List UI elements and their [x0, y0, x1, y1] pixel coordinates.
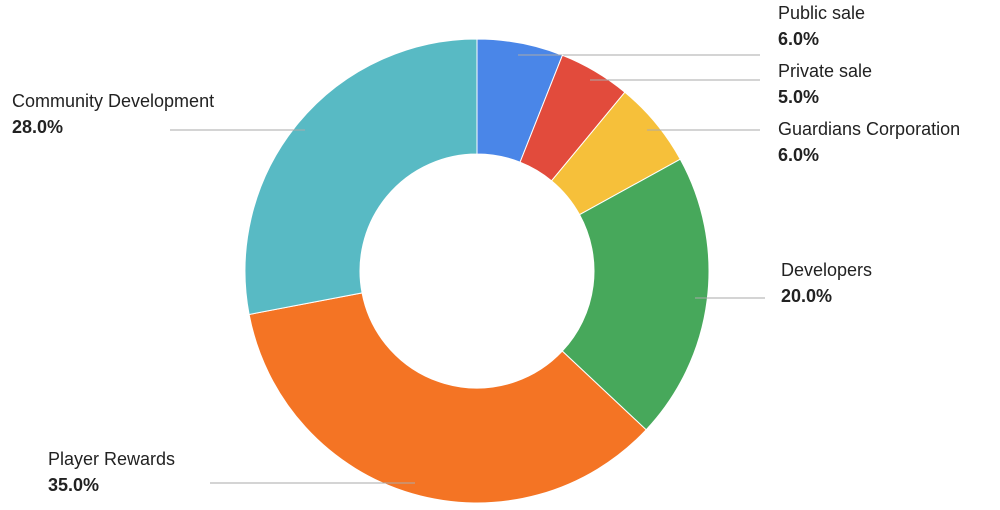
- slice-label: Community Development: [12, 91, 214, 111]
- slice-value-label: 35.0%: [48, 475, 99, 495]
- slice: [248, 292, 647, 504]
- slice-label: Player Rewards: [48, 449, 175, 469]
- slice-value-label: 28.0%: [12, 117, 63, 137]
- slice-value-label: 6.0%: [778, 29, 819, 49]
- slice-label: Private sale: [778, 61, 872, 81]
- slice-value-label: 20.0%: [781, 286, 832, 306]
- slice-label: Developers: [781, 260, 872, 280]
- slice: [561, 158, 710, 431]
- slice-label: Guardians Corporation: [778, 119, 960, 139]
- slice-value-label: 5.0%: [778, 87, 819, 107]
- slice: [244, 38, 478, 316]
- slice-label: Public sale: [778, 3, 865, 23]
- slice-value-label: 6.0%: [778, 145, 819, 165]
